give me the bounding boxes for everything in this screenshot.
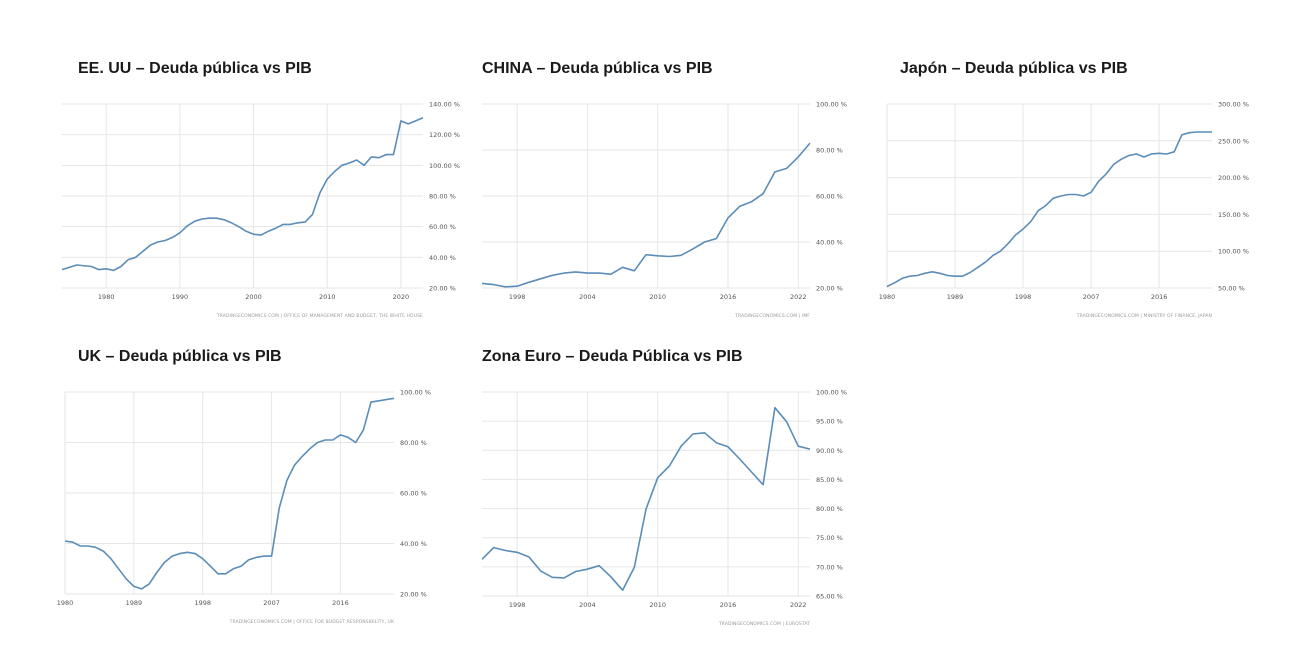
x-tick-label: 1980 — [879, 293, 896, 301]
x-tick-label: 1989 — [947, 293, 964, 301]
y-tick-label: 40.00 % — [816, 239, 843, 247]
source-label: TRADINGECONOMICS.COM | IMF — [734, 313, 810, 319]
y-tick-label: 100.00 % — [429, 162, 460, 170]
chart-title: Japón – Deuda pública vs PIB — [900, 60, 1128, 77]
y-tick-label: 80.00 % — [400, 439, 427, 447]
y-tick-label: 80.00 % — [429, 193, 456, 201]
y-tick-label: 40.00 % — [429, 254, 456, 262]
y-tick-label: 100.00 % — [1218, 248, 1249, 256]
y-tick-label: 60.00 % — [429, 223, 456, 231]
line-chart-uk: 20.00 % 40.00 % 60.00 % 80.00 % 100.00 % 1980… — [57, 389, 431, 626]
y-tick-label: 60.00 % — [816, 193, 843, 201]
y-tick-label: 80.00 % — [816, 505, 843, 513]
series-line — [481, 142, 811, 288]
y-tick-label: 40.00 % — [400, 540, 427, 548]
x-tick-label: 2010 — [649, 601, 666, 609]
x-tick-label: 2020 — [393, 293, 410, 301]
x-tick-label: 1998 — [509, 293, 526, 301]
series-line — [886, 131, 1212, 288]
chart-panel-china: CHINA – Deuda pública vs PIB 20.00 % 40.0… — [481, 60, 862, 325]
x-tick-label: 2022 — [790, 293, 807, 301]
chart-title: EE. UU – Deuda pública vs PIB — [78, 60, 312, 77]
y-tick-label: 100.00 % — [400, 389, 431, 397]
y-tick-label: 150.00 % — [1218, 211, 1249, 219]
x-tick-label: 2016 — [1151, 293, 1168, 301]
x-tick-label: 1980 — [57, 599, 74, 607]
x-tick-label: 2004 — [579, 601, 596, 609]
x-tick-label: 1998 — [1015, 293, 1032, 301]
x-tick-label: 1990 — [172, 293, 189, 301]
chart-panel-uk: UK – Deuda pública vs PIB 20.00 % 40.00 %… — [57, 348, 458, 625]
x-tick-label: 2007 — [263, 599, 280, 607]
chart-title: CHINA – Deuda pública vs PIB — [482, 60, 713, 77]
chart-panel-japan: Japón – Deuda pública vs PIB 50.00 % 100.… — [879, 60, 1280, 325]
x-tick-label: 2010 — [319, 293, 336, 301]
y-tick-label: 90.00 % — [816, 447, 843, 455]
x-tick-label: 1998 — [194, 599, 211, 607]
line-chart-china: 20.00 % 40.00 % 60.00 % 80.00 % 100.00 % 1998… — [481, 101, 847, 319]
x-tick-label: 1998 — [509, 601, 526, 609]
y-tick-label: 65.00 % — [816, 593, 843, 601]
y-tick-label: 75.00 % — [816, 534, 843, 542]
x-tick-label: 2016 — [720, 601, 737, 609]
y-tick-label: 140.00 % — [429, 101, 460, 109]
x-tick-label: 2016 — [332, 599, 349, 607]
y-tick-label: 20.00 % — [429, 285, 456, 293]
chart-title: Zona Euro – Deuda Pública vs PIB — [482, 348, 743, 365]
x-tick-label: 2004 — [579, 293, 596, 301]
y-tick-label: 200.00 % — [1218, 174, 1249, 182]
y-tick-label: 60.00 % — [400, 490, 427, 498]
y-tick-label: 85.00 % — [816, 476, 843, 484]
x-tick-label: 2010 — [649, 293, 666, 301]
y-tick-label: 300.00 % — [1218, 101, 1249, 109]
y-tick-label: 250.00 % — [1218, 137, 1249, 145]
y-tick-label: 20.00 % — [400, 591, 427, 599]
series-line — [481, 406, 811, 591]
source-label: TRADINGECONOMICS.COM | EUROSTAT — [718, 621, 810, 627]
y-tick-label: 70.00 % — [816, 563, 843, 571]
x-tick-label: 2022 — [790, 601, 807, 609]
y-tick-label: 80.00 % — [816, 147, 843, 155]
source-label: TRADINGECONOMICS.COM | MINISTRY OF FINAN… — [1076, 313, 1212, 319]
y-tick-label: 50.00 % — [1218, 285, 1245, 293]
line-chart-japan: 50.00 % 100.00 % 150.00 % 200.00 % 250.00 % 3… — [879, 101, 1249, 320]
series-line — [61, 117, 424, 272]
source-label: TRADINGECONOMICS.COM | OFFICE OF MANAGEM… — [216, 313, 423, 319]
chart-title: UK – Deuda pública vs PIB — [78, 348, 282, 365]
y-tick-label: 100.00 % — [816, 389, 847, 397]
x-tick-label: 2016 — [720, 293, 737, 301]
x-tick-label: 1989 — [126, 599, 143, 607]
source-label: TRADINGECONOMICS.COM | OFFICE FOR BUDGET… — [229, 619, 395, 625]
series-line — [64, 397, 395, 590]
y-tick-label: 100.00 % — [816, 101, 847, 109]
y-tick-label: 120.00 % — [429, 131, 460, 139]
line-chart-us: 20.00 % 40.00 % 60.00 % 80.00 % 100.00 % 120.… — [61, 101, 460, 319]
x-tick-label: 1980 — [98, 293, 115, 301]
chart-panel-eurozone: Zona Euro – Deuda Pública vs PIB 65.00 %… — [481, 348, 862, 627]
x-tick-label: 2007 — [1083, 293, 1100, 301]
x-tick-label: 2000 — [245, 293, 262, 301]
y-tick-label: 95.00 % — [816, 418, 843, 426]
chart-panel-us: EE. UU – Deuda pública vs PIB 20.00 % 40.… — [61, 60, 460, 325]
y-tick-label: 20.00 % — [816, 285, 843, 293]
line-chart-eurozone: 65.00 % 70.00 % 75.00 % 80.00 % 85.00 % 90.00… — [481, 389, 847, 627]
